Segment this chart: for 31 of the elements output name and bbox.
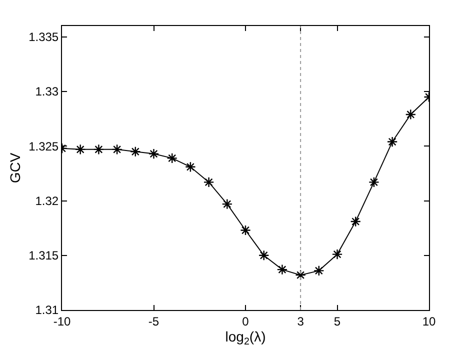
point [240,224,251,236]
point [112,144,122,155]
y-tick-label: 1.325 [28,139,59,154]
point [386,136,398,148]
point [222,198,233,210]
y-tick-label: 1.33 [35,84,59,99]
x-tick-label: -5 [148,314,160,328]
y-axis-title: GCV [7,152,24,184]
point [166,152,178,164]
point [185,162,196,172]
y-tick-label: 1.32 [35,194,59,208]
point [130,146,141,158]
point [203,176,214,188]
point [258,250,270,261]
x-tick-label: 5 [334,314,341,328]
x-tick-label: 0 [242,314,250,328]
point [314,265,324,276]
x-tick-label: 3 [297,314,304,328]
point [74,144,86,155]
point [295,270,306,280]
y-tick-label: 1.315 [28,248,59,263]
y-tick-label: 1.335 [28,30,59,44]
point [148,148,160,160]
x-axis-title: log$_{2}$(λ) [225,328,266,348]
point [368,176,380,188]
point [276,264,288,275]
x-tick-label: 10 [422,314,436,328]
point [93,144,104,155]
point [405,109,416,120]
point [350,216,361,227]
point [332,248,343,260]
